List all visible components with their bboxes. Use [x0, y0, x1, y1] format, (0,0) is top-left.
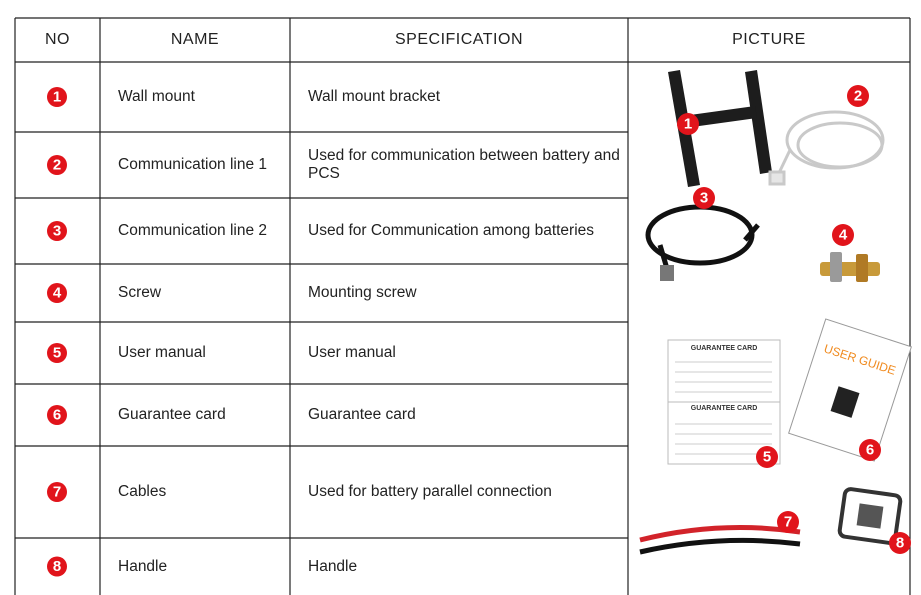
- spec-cell: Used for battery parallel connection: [308, 483, 552, 500]
- spec-cell: Used for Communication among batteries: [308, 222, 595, 239]
- row-badge: [47, 343, 67, 363]
- card-title: GUARANTEE CARD: [691, 345, 758, 352]
- user-guide-image: USER GUIDE: [788, 318, 912, 462]
- connector: [660, 265, 674, 281]
- spec-cell: Wall mount bracket: [308, 88, 441, 105]
- row-badge: [47, 155, 67, 175]
- spec-cell: Mounting screw: [308, 284, 417, 301]
- name-cell: Screw: [118, 284, 162, 301]
- row-number: 7: [53, 484, 61, 501]
- name-cell: Cables: [118, 483, 167, 500]
- row-number: 6: [53, 407, 61, 424]
- row-badge: [47, 87, 67, 107]
- header-cell: NO: [45, 31, 70, 48]
- picture-badge: [693, 187, 715, 209]
- picture-number: 3: [700, 190, 708, 207]
- screws-image: [820, 252, 880, 282]
- name-cell: Wall mount: [118, 88, 195, 105]
- row-badge: [47, 221, 67, 241]
- spec-cell: Handle: [308, 557, 358, 575]
- row-badge: [47, 556, 67, 577]
- row-number: 3: [53, 223, 61, 240]
- card-title: GUARANTEE CARD: [691, 405, 758, 412]
- row-number: 8: [53, 558, 61, 575]
- picture-badge: [777, 511, 799, 533]
- picture-number: 7: [784, 514, 792, 531]
- cable-image: [768, 110, 885, 186]
- header-cell: PICTURE: [732, 31, 806, 48]
- comm-cable-image: [645, 204, 760, 273]
- handle-image: [837, 487, 903, 545]
- picture-badge: [847, 85, 869, 107]
- picture-number: 2: [854, 88, 862, 105]
- picture-number: 5: [763, 449, 771, 466]
- spec-cell: Guarantee card: [308, 406, 416, 423]
- picture-badge: [859, 439, 881, 461]
- power-cables-image: [639, 525, 801, 555]
- header-cell: NAME: [170, 31, 220, 48]
- row-number: 2: [53, 157, 61, 174]
- picture-number: 6: [866, 442, 874, 459]
- picture-badge: [889, 532, 911, 554]
- spec-cell: Used for communication between battery a…: [308, 147, 620, 182]
- picture-badge: [832, 224, 854, 246]
- picture-number: 4: [839, 227, 848, 244]
- table-frame: [14, 17, 911, 595]
- spec-cell: User manual: [308, 344, 396, 361]
- guarantee-card-image: GUARANTEE CARD GUARANTEE CARD: [667, 339, 781, 465]
- name-cell: Communication line 2: [118, 222, 268, 239]
- name-cell: Communication line 1: [118, 156, 268, 173]
- row-number: 1: [53, 89, 61, 106]
- name-cell: Handle: [118, 557, 168, 575]
- name-cell: Guarantee card: [118, 406, 226, 423]
- picture-badge: [677, 113, 699, 135]
- row-badge: [47, 283, 67, 303]
- picture-number: 1: [684, 116, 692, 133]
- name-cell: User manual: [118, 344, 206, 361]
- row-number: 5: [53, 345, 61, 362]
- row-badge: [47, 405, 67, 425]
- picture-badge: [756, 446, 778, 468]
- row-number: 4: [53, 285, 62, 302]
- row-badge: [47, 482, 67, 502]
- header-cell: SPECIFICATION: [395, 31, 523, 48]
- picture-number: 8: [896, 535, 904, 552]
